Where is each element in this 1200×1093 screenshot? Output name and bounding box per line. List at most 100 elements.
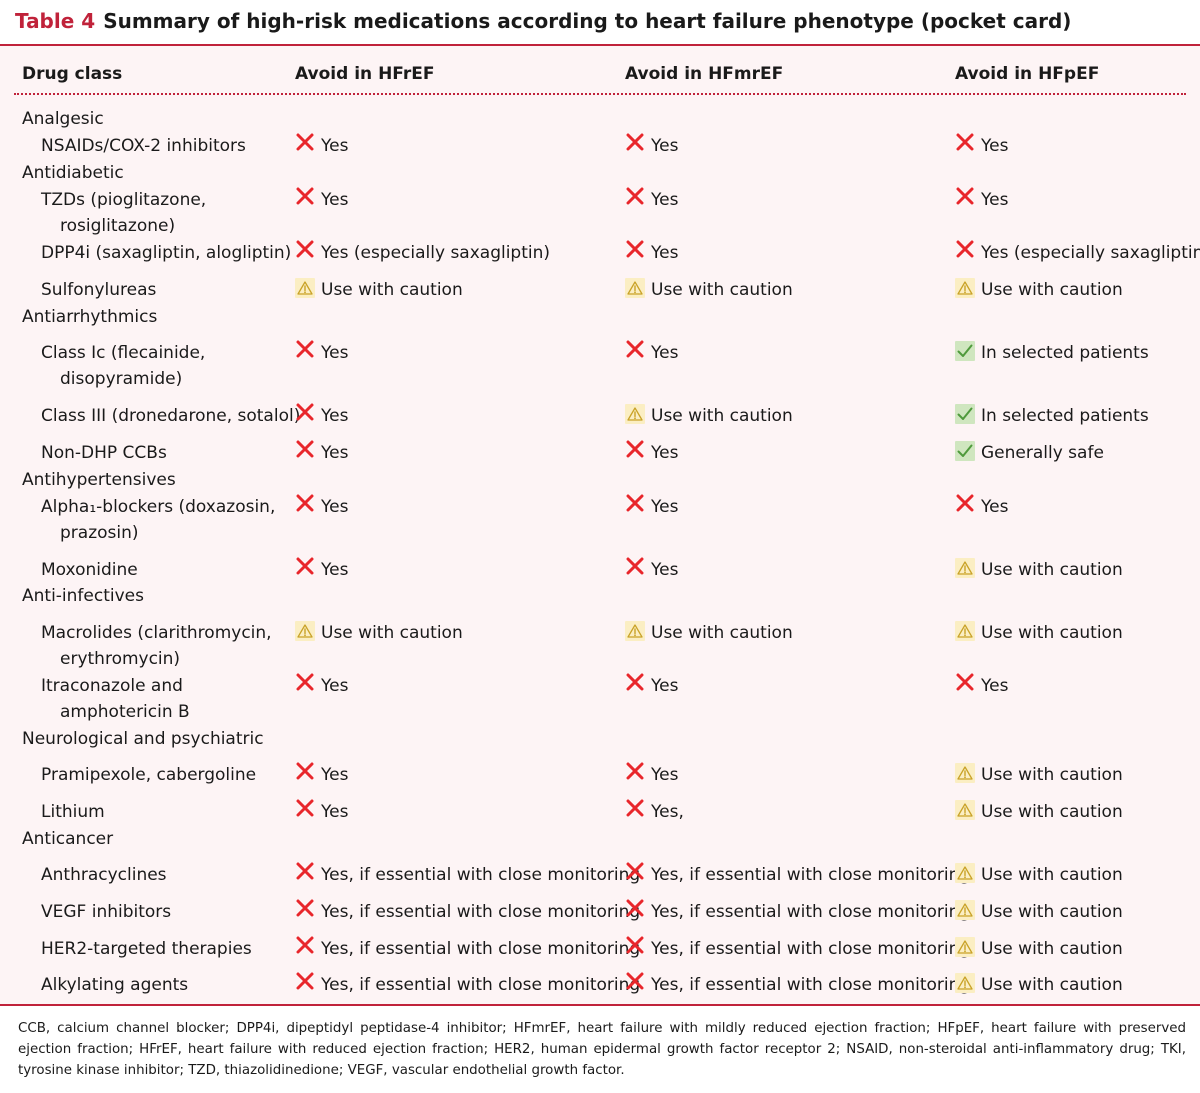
header-hfpef: Avoid in HFpEF [955,64,1100,84]
warning-icon [955,863,975,883]
status-text: Yes, if essential with close monitoring [651,902,971,922]
status-text: Use with caution [981,765,1123,785]
drug-name: Class Ic (flecainide, disopyramide) [41,340,205,392]
drug-name: Lithium [41,799,105,825]
red-x-icon [626,187,644,205]
status-text: Yes, if essential with close monitoring [321,939,641,959]
status-text: Use with caution [981,560,1123,580]
drug-name-line: Alkylating agents [41,975,189,995]
status-hfref: Yes [295,673,348,699]
status-hfpef: Use with caution [955,936,1123,962]
status-text: Use with caution [981,802,1123,822]
status-text: Generally safe [981,443,1104,463]
status-hfpef: Use with caution [955,972,1123,998]
status-hfmref: Yes, if essential with close monitoring [625,936,970,962]
status-hfref: Yes [295,494,348,520]
status-text: Yes [321,136,349,156]
status-hfref: Yes (especially saxagliptin) [295,240,550,266]
red-x-icon [296,899,314,917]
status-hfref: Yes [295,340,348,366]
drug-name-line: Sulfonylureas [41,280,157,300]
warning-icon [295,621,315,641]
drug-name-continuation: rosiglitazone) [60,216,176,236]
red-x-icon [626,133,644,151]
green-check-icon [955,341,975,361]
red-x-icon [626,936,644,954]
status-text: Yes [651,560,679,580]
drug-name-line: Moxonidine [41,560,138,580]
status-hfref: Yes, if essential with close monitoring [295,936,640,962]
status-text: Yes [321,560,349,580]
status-text: Yes [321,343,349,363]
status-hfref: Yes [295,440,348,466]
status-text: Yes, if essential with close monitoring [321,975,641,995]
warning-icon [625,621,645,641]
category-heading: Anti-infectives [22,586,144,606]
status-hfmref: Yes, if essential with close monitoring [625,899,970,925]
red-x-icon [296,340,314,358]
red-x-icon [956,133,974,151]
status-text: Use with caution [981,623,1123,643]
warning-icon [955,800,975,820]
status-text: Yes [321,802,349,822]
green-check-icon [955,441,975,461]
red-x-icon [296,440,314,458]
red-x-icon [626,440,644,458]
status-hfref: Use with caution [295,277,463,303]
status-text: Use with caution [981,902,1123,922]
drug-name: Anthracyclines [41,862,167,888]
table-panel [0,46,1200,1004]
status-hfmref: Yes, if essential with close monitoring [625,862,970,888]
status-text: In selected patients [981,406,1149,426]
warning-icon [955,973,975,993]
status-hfref: Yes [295,403,348,429]
warning-icon [955,763,975,783]
status-hfmref: Yes [625,762,678,788]
status-text: Yes [651,136,679,156]
status-text: Yes [651,243,679,263]
status-text: Yes, if essential with close monitoring [651,939,971,959]
category-heading: Analgesic [22,109,104,129]
red-x-icon [296,403,314,421]
drug-name-continuation: prazosin) [60,523,139,543]
status-text: Yes, [651,802,684,822]
status-hfref: Yes [295,762,348,788]
status-text: Use with caution [981,975,1123,995]
drug-name: Alkylating agents [41,972,188,998]
status-text: Use with caution [651,280,793,300]
status-hfpef: Yes [955,673,1008,699]
red-x-icon [626,340,644,358]
status-hfmref: Yes [625,187,678,213]
status-hfmref: Yes [625,673,678,699]
red-x-icon [956,673,974,691]
status-text: Yes, if essential with close monitoring [321,902,641,922]
status-hfref: Yes [295,557,348,583]
status-hfref: Use with caution [295,620,463,646]
red-x-icon [626,762,644,780]
category-heading: Antiarrhythmics [22,307,158,327]
red-x-icon [626,972,644,990]
status-hfref: Yes [295,799,348,825]
warning-icon [955,558,975,578]
red-x-icon [296,799,314,817]
title-rule [0,44,1200,46]
status-hfmref: Yes [625,494,678,520]
drug-name-line: Anthracyclines [41,865,167,885]
drug-name-continuation: erythromycin) [60,649,181,669]
status-text: Yes [981,190,1009,210]
status-text: Use with caution [651,406,793,426]
status-hfmref: Yes [625,340,678,366]
drug-name-line: Alpha₁-blockers (doxazosin, [41,497,276,517]
drug-name-line: Non-DHP CCBs [41,443,167,463]
category-heading: Antihypertensives [22,470,176,490]
status-hfpef: Use with caution [955,620,1123,646]
status-text: Use with caution [981,939,1123,959]
status-text: Use with caution [981,865,1123,885]
green-check-icon [955,404,975,424]
status-text: Yes [321,406,349,426]
status-hfpef: Yes (especially saxagliptin) [955,240,1200,266]
red-x-icon [296,187,314,205]
drug-name-line: Itraconazole and [41,676,183,696]
red-x-icon [296,494,314,512]
red-x-icon [626,494,644,512]
